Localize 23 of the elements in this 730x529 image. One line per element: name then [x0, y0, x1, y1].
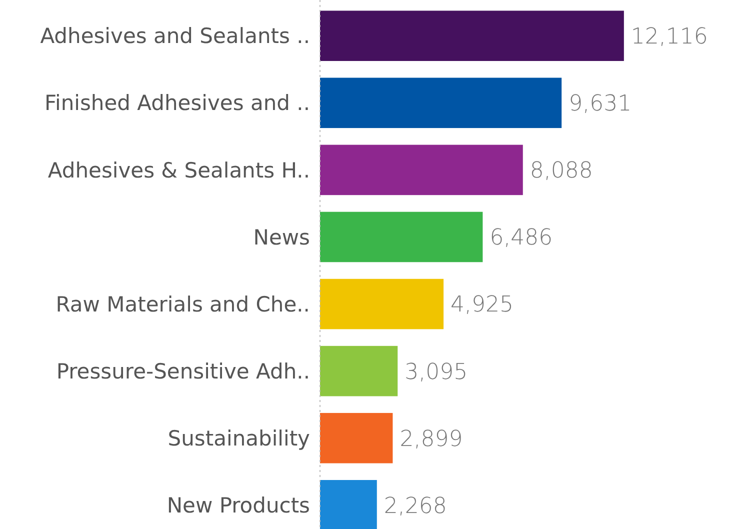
y-tick-label: Adhesives & Sealants H.. — [48, 158, 310, 182]
y-tick-label: New Products — [166, 494, 310, 518]
data-label: 4,925 — [450, 292, 514, 318]
bar — [320, 144, 523, 196]
bar — [320, 10, 624, 61]
data-label: 2,268 — [384, 494, 447, 519]
data-label: 12,116 — [630, 24, 708, 50]
y-tick-label: Finished Adhesives and .. — [44, 91, 310, 116]
bar — [320, 212, 483, 262]
y-tick-label: Pressure-Sensitive Adh.. — [56, 359, 310, 384]
y-tick-label: News — [253, 225, 310, 250]
y-tick-label: Sustainability — [168, 426, 310, 450]
y-tick-label: Raw Materials and Che.. — [56, 292, 310, 316]
bar — [320, 412, 393, 464]
bar — [320, 78, 562, 128]
bar — [320, 346, 398, 396]
bar — [320, 278, 444, 330]
data-label: 2,899 — [400, 426, 463, 452]
data-label: 3,095 — [404, 360, 468, 385]
data-label: 6,486 — [490, 226, 553, 251]
y-tick-label: Adhesives and Sealants .. — [40, 24, 310, 48]
data-label: 8,088 — [530, 158, 593, 184]
data-label: 9,631 — [568, 92, 632, 117]
